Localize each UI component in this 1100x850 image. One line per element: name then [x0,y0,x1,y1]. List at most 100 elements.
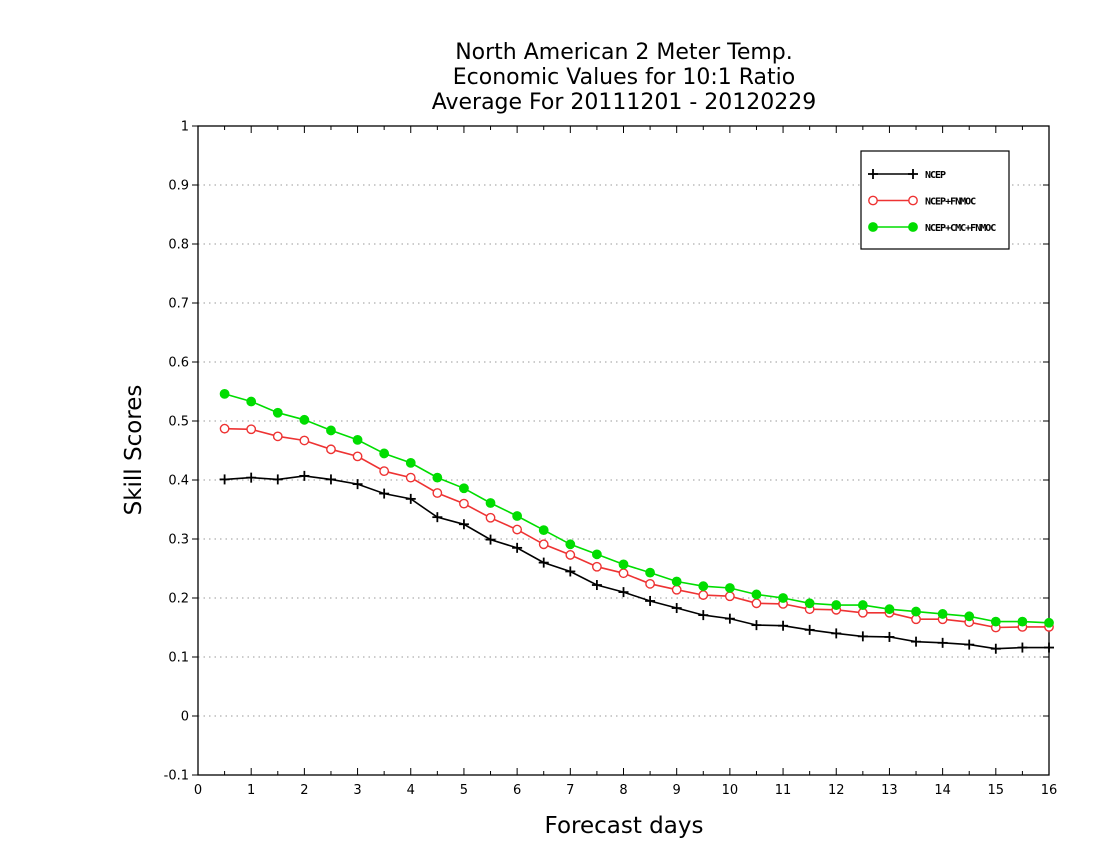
data-point [671,576,682,587]
chart-title: North American 2 Meter Temp.Economic Val… [432,40,817,115]
legend-marker [868,195,878,206]
legend-item: NCEP+CMC+FNMOC [868,222,997,234]
data-point [219,423,230,434]
data-point [618,568,629,579]
data-point [299,414,310,425]
legend-label: NCEP+CMC+FNMOC [925,223,996,234]
data-point [565,539,576,550]
x-tick-label: 11 [775,783,792,798]
data-point [884,631,895,642]
data-point [405,457,416,468]
data-point [485,534,496,545]
chart-title-line: Economic Values for 10:1 Ratio [453,65,795,90]
y-tick-label: 0.7 [168,297,189,312]
data-point [964,639,975,650]
data-point [751,589,762,600]
data-point [219,388,230,399]
x-axis-title: Forecast days [545,813,704,839]
data-point [592,561,602,572]
data-point [246,396,257,407]
data-point [299,435,310,446]
y-tick-label: 1 [181,120,189,135]
legend: NCEP NCEP+FNMOC NCEP+CMC+FNMOC [860,150,1010,250]
data-point [352,479,363,490]
data-point [299,470,310,481]
y-tick-label: 0.9 [168,179,189,194]
x-tick-label: 0 [194,783,202,798]
series-ncep [219,470,1054,654]
data-point [379,448,390,459]
data-point [724,583,735,593]
data-point [246,472,257,483]
data-point [857,631,868,642]
data-point [565,566,576,577]
chart-title-line: Average For 20111201 - 20120229 [432,90,817,115]
data-point [724,591,735,602]
data-point [326,444,336,455]
data-point [1017,642,1028,653]
data-point [485,498,496,508]
series-line [224,475,1049,650]
data-point [937,609,948,619]
legend-marker [868,169,878,179]
x-tick-label: 2 [300,783,308,798]
y-tick-label: 0.6 [168,356,189,371]
x-tick-label: 10 [722,783,739,798]
y-tick-label: 0.4 [168,474,189,489]
data-point [538,539,549,550]
data-point [379,488,390,499]
data-point [778,620,789,631]
data-point [512,511,523,521]
x-tick-label: 1 [247,783,255,798]
x-tick-label: 6 [513,783,521,798]
data-point [618,587,629,598]
series-line [224,393,1050,624]
data-point [458,519,469,530]
data-point [804,624,815,635]
data-point [778,593,788,603]
x-tick-label: 15 [988,783,1005,798]
y-tick-label: 0.2 [168,592,189,607]
x-axis: 0 1 2 3 4 5 6 7 8 9 10 11 12 13 14 15 16 [194,126,1057,798]
data-point [618,559,629,570]
data-point [246,424,257,435]
legend-marker [908,195,918,206]
data-point [325,474,336,485]
y-tick-label: 0.8 [168,238,189,253]
data-point [751,620,762,631]
series-ncep-cmc-fnmoc [219,388,1054,628]
data-point [990,643,1001,654]
data-point [352,451,363,462]
data-point [565,550,576,560]
data-point [512,524,523,535]
data-point [911,636,922,647]
data-point [698,590,709,600]
data-point [990,616,1001,627]
data-point [272,474,283,485]
data-point [272,407,283,418]
data-point [538,525,549,536]
x-tick-label: 4 [407,783,415,798]
data-point [911,606,921,617]
data-point [857,600,868,610]
x-tick-label: 14 [934,783,951,798]
data-point [937,637,948,648]
data-point [645,578,655,589]
data-point [645,567,655,578]
x-tick-label: 16 [1041,783,1058,798]
legend-label: NCEP [925,170,946,181]
data-point [352,434,363,445]
x-tick-label: 12 [828,783,845,798]
data-point [405,493,416,504]
data-point [884,604,895,615]
data-point [432,472,443,483]
data-point [645,595,656,606]
x-tick-label: 8 [619,783,627,798]
data-point [219,474,230,485]
x-tick-label: 9 [673,783,681,798]
data-point [671,584,682,595]
x-tick-label: 13 [881,783,898,798]
y-axis-title: Skill Scores [121,385,147,516]
y-tick-label: 0 [181,710,189,725]
